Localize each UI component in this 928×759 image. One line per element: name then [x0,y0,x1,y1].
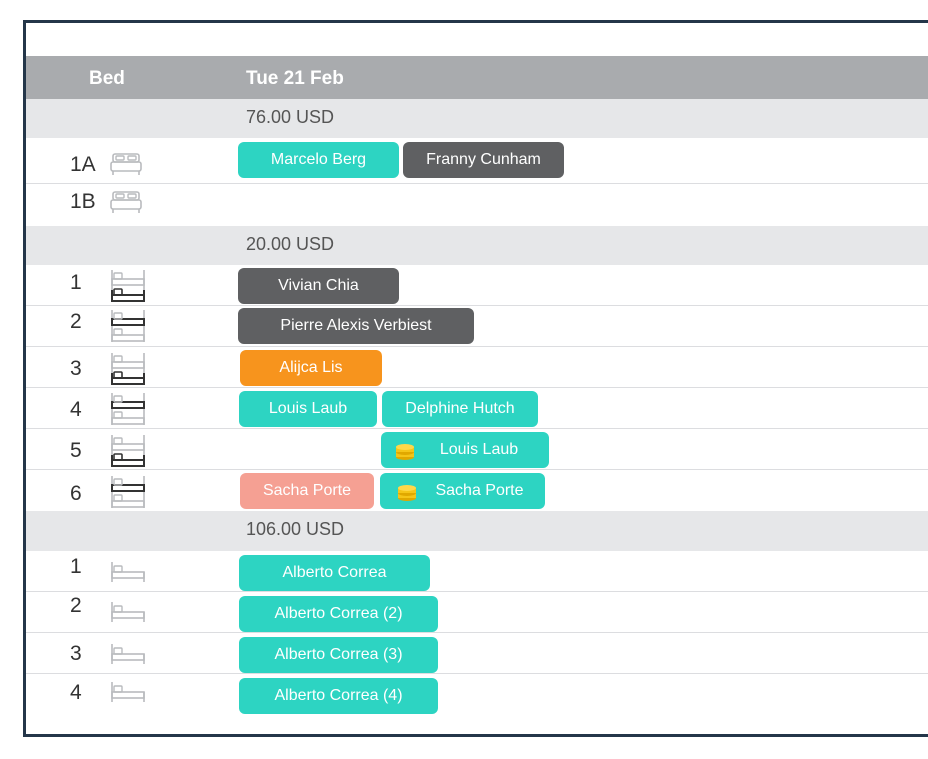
bunk-bed-icon [111,392,145,426]
booking-pill[interactable]: Marcelo Berg [238,142,399,178]
double-bed-icon [110,191,142,214]
bed-number: 6 [70,482,82,505]
bed-row: 4 Alberto Correa (4) [26,674,928,715]
bed-column-header: Bed [89,68,125,89]
bed-row: 3 Alijca Lis [26,347,928,388]
bed-row: 3 Alberto Correa (3) [26,633,928,674]
booking-pill[interactable]: Franny Cunham [403,142,564,178]
booking-pill[interactable]: Alberto Correa (4) [239,678,438,714]
price-row: 20.00 USD [26,226,928,265]
booking-pill[interactable]: Delphine Hutch [382,391,538,427]
double-bed-icon [110,153,142,176]
bunk-bed-icon [111,269,145,303]
bed-number: 3 [70,642,82,665]
bed-number: 4 [70,398,82,421]
single-bed-icon [111,601,145,623]
booking-pill[interactable]: Alberto Correa (3) [239,637,438,673]
room-price: 20.00 USD [246,234,335,254]
single-bed-icon [111,681,145,703]
booking-pill[interactable]: Alijca Lis [240,350,382,386]
bed-row: 5 Louis Laub [26,429,928,470]
bed-number: 1 [70,271,82,294]
bed-row: 2 Alberto Correa (2) [26,592,928,633]
bed-row: 4 Louis Laub Delphine Hutch [26,388,928,429]
bed-row: 6 Sacha Porte Sacha Porte [26,470,928,511]
bed-number: 4 [70,681,82,704]
calendar-frame: Bed Tue 21 Feb 76.00 USD 1A Marcelo Berg… [23,20,928,737]
price-row: 76.00 USD [26,99,928,138]
booking-pill[interactable]: Louis Laub [381,432,549,468]
bed-number: 3 [70,357,82,380]
booking-pill[interactable]: Louis Laub [239,391,377,427]
room-price: 76.00 USD [246,107,335,127]
bed-row: 1 Alberto Correa [26,551,928,592]
bunk-bed-icon [111,434,145,468]
bed-row: 2 Pierre Alexis Verbiest [26,306,928,347]
bunk-bed-icon [111,475,145,509]
bed-number: 2 [70,310,82,333]
bed-number: 1 [70,555,82,578]
booking-pill[interactable]: Alberto Correa (2) [239,596,438,632]
calendar-header: Bed Tue 21 Feb [26,56,928,99]
booking-pill[interactable]: Vivian Chia [238,268,399,304]
bed-row: 1A Marcelo Berg Franny Cunham [26,138,928,184]
bed-number: 1A [70,153,96,176]
bunk-bed-icon [111,309,145,343]
booking-pill[interactable]: Sacha Porte [380,473,545,509]
bed-row: 1B [26,184,928,226]
bed-number: 2 [70,594,82,617]
booking-pill[interactable]: Sacha Porte [240,473,374,509]
room-price: 106.00 USD [246,519,345,539]
bunk-bed-icon [111,352,145,386]
price-row: 106.00 USD [26,511,928,551]
single-bed-icon [111,561,145,583]
single-bed-icon [111,643,145,665]
booking-pill[interactable]: Alberto Correa [239,555,430,591]
bed-number: 1B [70,190,96,213]
bed-row: 1 Vivian Chia [26,265,928,306]
bed-number: 5 [70,439,82,462]
booking-pill[interactable]: Pierre Alexis Verbiest [238,308,474,344]
date-column-header[interactable]: Tue 21 Feb [246,68,344,89]
